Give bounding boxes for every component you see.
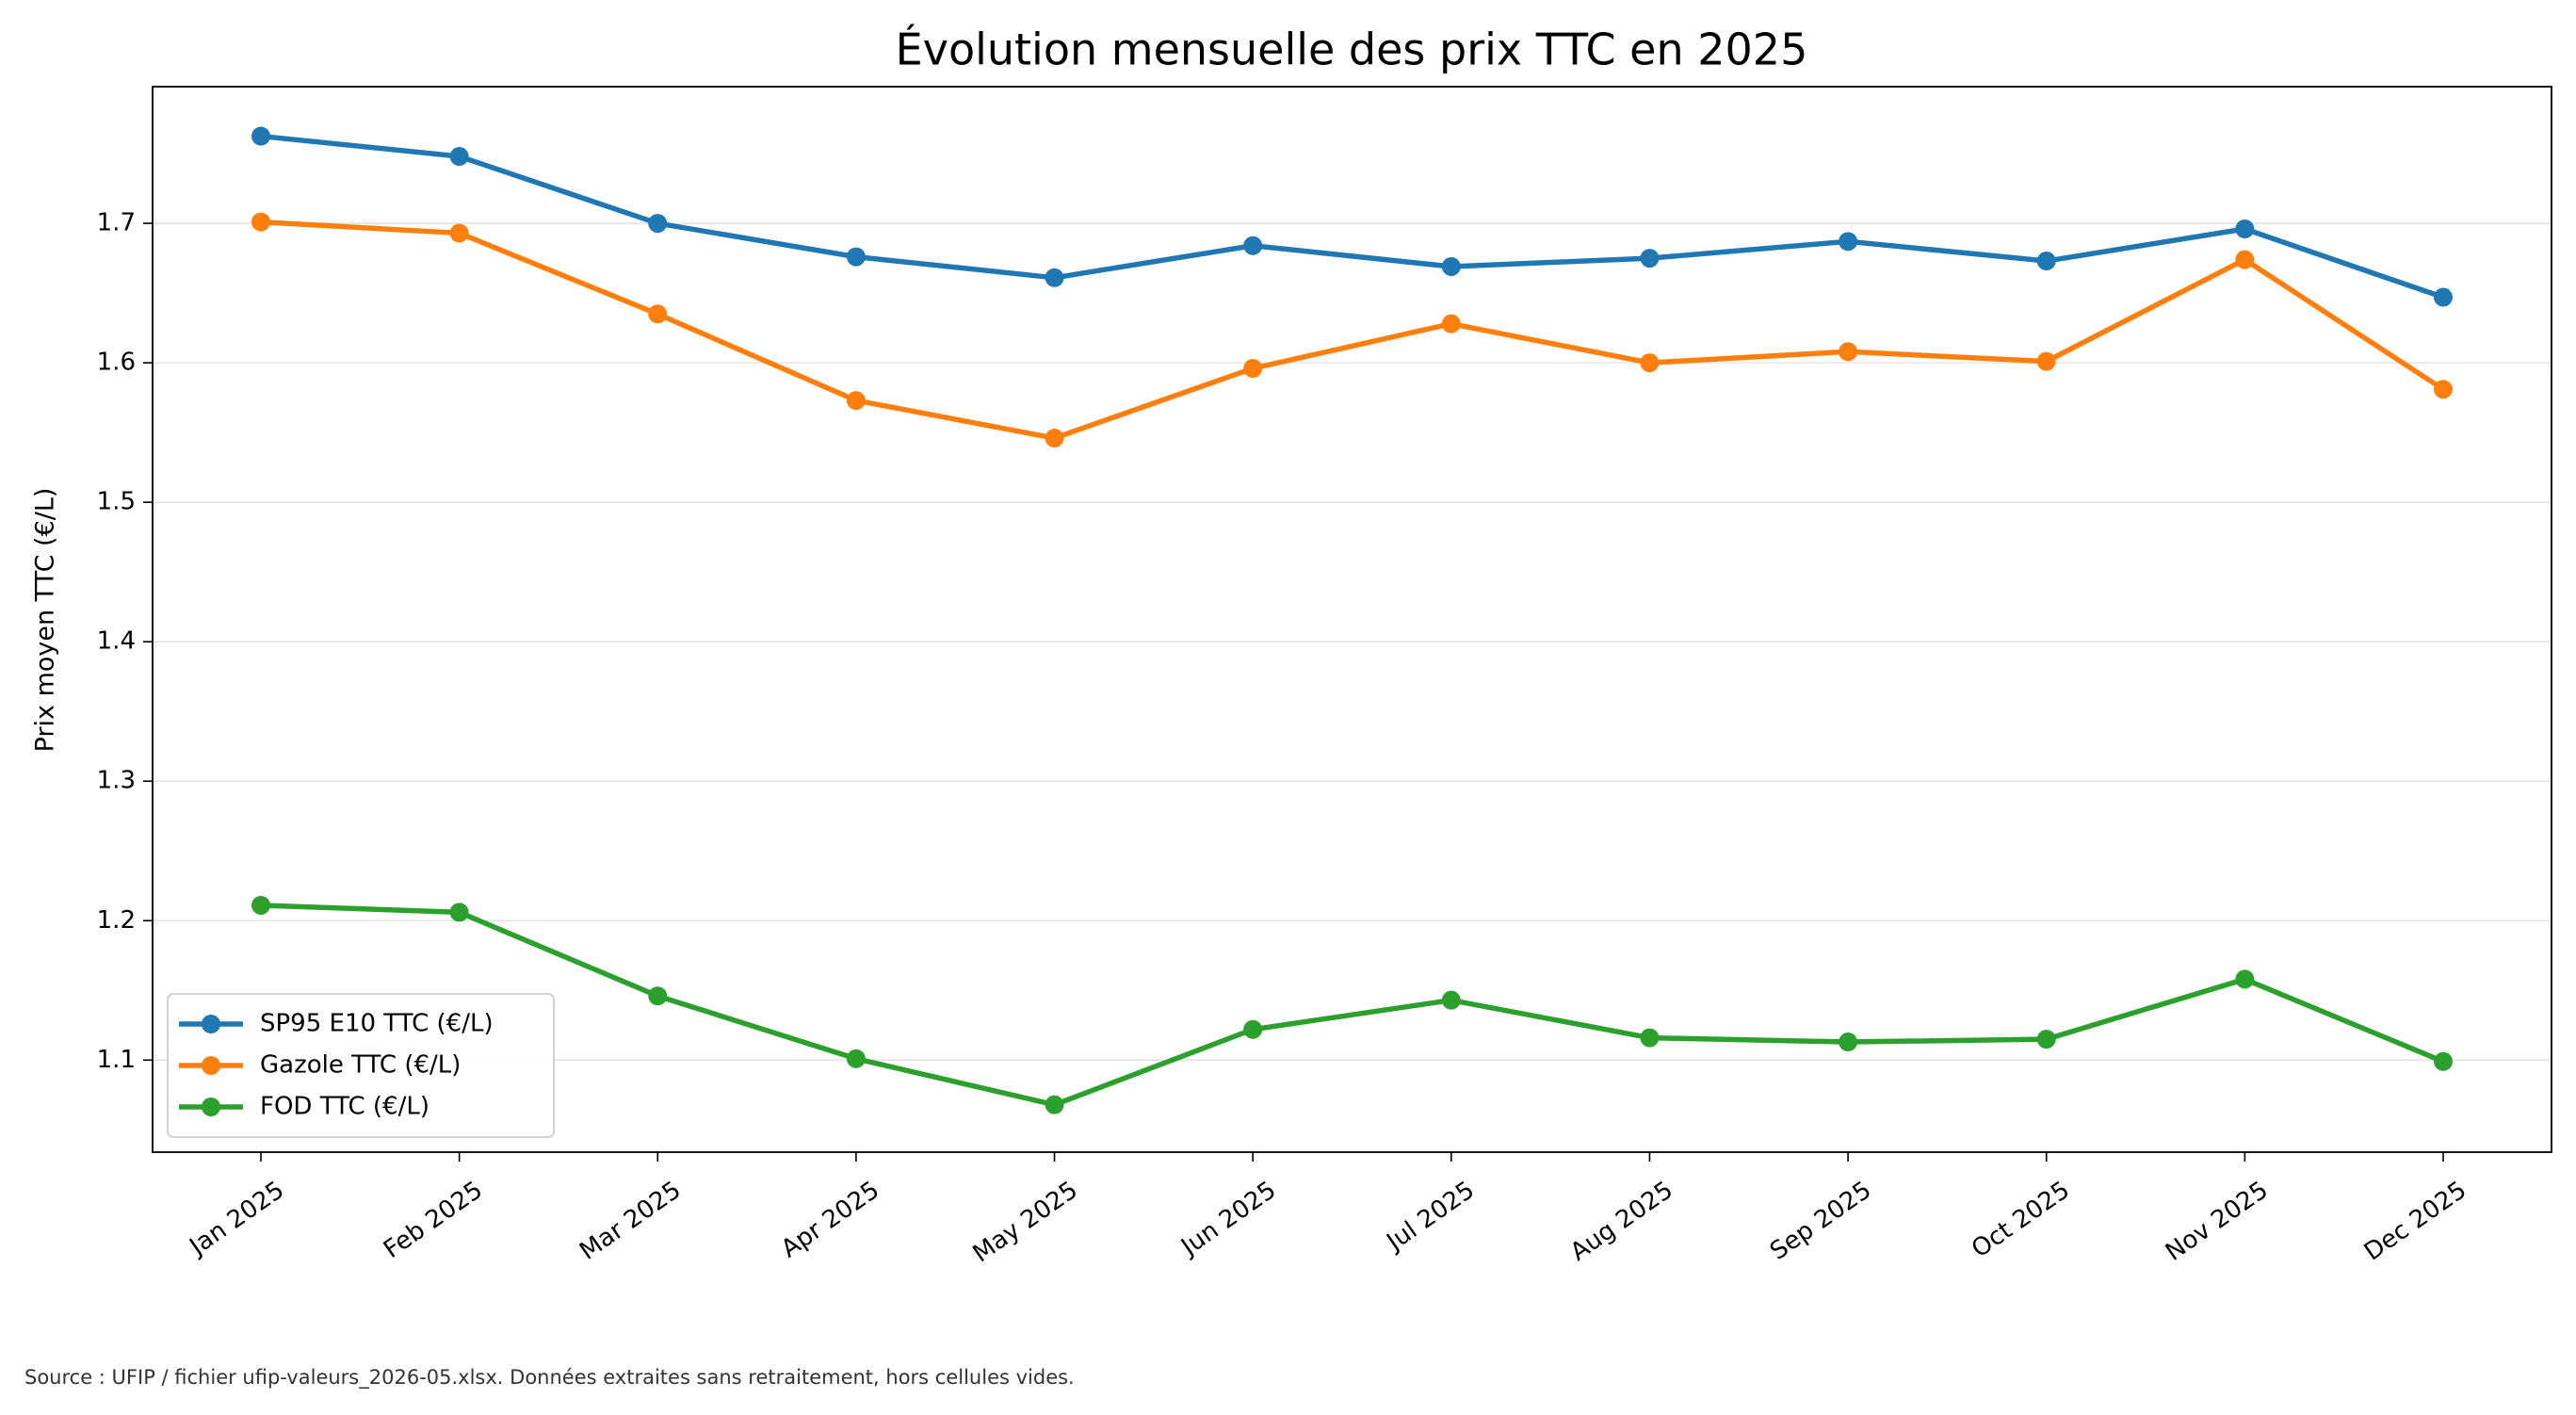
data-point (648, 304, 668, 324)
data-point (251, 212, 270, 232)
data-point (846, 1049, 866, 1068)
legend-marker (202, 1098, 220, 1116)
data-point (2036, 1030, 2056, 1049)
data-point (1441, 990, 1461, 1010)
y-tick-label: 1.4 (97, 627, 136, 656)
x-tick-label: Sep 2025 (1765, 1176, 1876, 1265)
y-tick-label: 1.1 (97, 1046, 136, 1074)
series-line (260, 219, 2445, 441)
data-point (1839, 342, 1858, 362)
x-tick-label: Dec 2025 (2359, 1176, 2471, 1266)
data-point (648, 214, 668, 234)
legend-label: FOD TTC (€/L) (260, 1093, 429, 1121)
data-point (251, 126, 270, 146)
data-point (846, 247, 866, 267)
data-point (1045, 1095, 1064, 1114)
data-point (2036, 351, 2056, 371)
data-point (1839, 232, 1858, 252)
x-tick-label: Mar 2025 (575, 1176, 686, 1265)
legend-label: SP95 E10 TTC (€/L) (260, 1010, 494, 1038)
data-point (1243, 236, 1263, 255)
y-axis-label: Prix moyen TTC (€/L) (31, 488, 60, 753)
legend-marker (202, 1015, 220, 1033)
data-point (1640, 1028, 1660, 1048)
x-tick-label: Jun 2025 (1175, 1176, 1281, 1262)
x-tick-label: Aug 2025 (1565, 1176, 1678, 1266)
data-point (1839, 1033, 1858, 1052)
data-point (2235, 969, 2255, 989)
legend-label: Gazole TTC (€/L) (260, 1051, 461, 1080)
x-tick-label: Jul 2025 (1381, 1176, 1481, 1257)
data-point (846, 391, 866, 411)
x-tick-label: Jan 2025 (184, 1176, 290, 1261)
data-point (1045, 268, 1064, 287)
source-note: Source : UFIP / fichier ufip-valeurs_202… (24, 1366, 1075, 1390)
data-point (2434, 287, 2453, 307)
plot-frame (152, 86, 2552, 1153)
data-point (1441, 314, 1461, 333)
data-point (1640, 353, 1660, 373)
data-point (648, 986, 668, 1006)
data-point (2235, 219, 2255, 238)
data-point (1640, 249, 1660, 268)
data-point (2036, 252, 2056, 271)
legend-marker (202, 1056, 220, 1075)
y-tick-label: 1.5 (97, 488, 136, 516)
series-line (260, 133, 2444, 301)
x-tick-label: Feb 2025 (379, 1176, 488, 1264)
chart-title: Évolution mensuelle des prix TTC en 2025 (896, 24, 1808, 75)
data-point (2434, 380, 2453, 399)
y-tick-label: 1.2 (97, 906, 136, 935)
data-point (1243, 1019, 1263, 1039)
data-point (1441, 256, 1461, 276)
x-tick-label: Nov 2025 (2161, 1176, 2274, 1266)
data-point (1243, 359, 1263, 379)
data-point (449, 223, 469, 243)
data-point (449, 903, 469, 922)
data-point (2434, 1051, 2453, 1071)
x-tick-label: May 2025 (968, 1176, 1083, 1268)
data-point (2235, 250, 2255, 269)
legend-box (167, 993, 555, 1138)
y-tick-label: 1.7 (97, 209, 136, 237)
data-point (1045, 429, 1064, 448)
x-tick-label: Apr 2025 (776, 1176, 884, 1263)
y-tick-label: 1.3 (97, 767, 136, 795)
data-point (449, 147, 469, 167)
data-point (251, 895, 270, 915)
x-tick-label: Oct 2025 (1967, 1176, 2075, 1263)
series-line (260, 903, 2445, 1108)
y-tick-label: 1.6 (97, 349, 136, 377)
